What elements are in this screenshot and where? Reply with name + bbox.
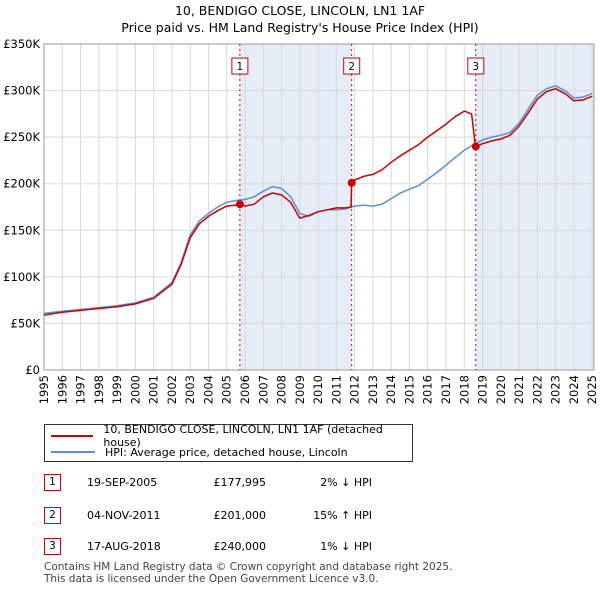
- x-tick-label: 2005: [220, 375, 234, 404]
- x-tick-label: 1995: [37, 375, 51, 404]
- transaction-hpi: 15% ↑ HPI: [313, 509, 372, 522]
- x-tick-label: 2023: [549, 375, 563, 404]
- y-tick-label: £200K: [3, 177, 40, 191]
- x-tick-label: 2012: [348, 375, 362, 404]
- x-tick-label: 2010: [311, 375, 325, 404]
- transaction-label: 3: [472, 61, 479, 73]
- transaction-label-box: [343, 57, 361, 75]
- x-tick-label: 2017: [439, 375, 453, 404]
- transaction-label-box: [467, 57, 485, 75]
- transaction-point: [235, 200, 244, 209]
- x-tick-label: 2008: [275, 375, 289, 404]
- legend-item-property: 10, BENDIGO CLOSE, LINCOLN, LN1 1AF (det…: [51, 423, 412, 449]
- y-tick-label: £300K: [3, 84, 40, 98]
- transaction-row: 3 17-AUG-2018 £240,000 1% ↓ HPI: [44, 538, 584, 556]
- hpi-series-line: [43, 85, 593, 314]
- transaction-number-badge: 3: [44, 538, 61, 555]
- x-tick-label: 2022: [530, 375, 544, 404]
- transaction-label: 2: [348, 61, 355, 73]
- transaction-point: [471, 142, 480, 151]
- x-tick-label: 2002: [165, 375, 179, 404]
- transaction-point: [347, 178, 356, 187]
- x-tick-label: 2020: [494, 375, 508, 404]
- y-tick-label: £350K: [3, 37, 40, 51]
- y-tick-label: £0: [25, 363, 40, 377]
- transaction-number-badge: 1: [44, 474, 61, 491]
- transaction-price: £240,000: [213, 540, 267, 553]
- x-tick-label: 2016: [421, 375, 435, 404]
- x-tick-label: 2021: [512, 375, 526, 404]
- x-tick-label: 1997: [74, 375, 88, 404]
- transaction-hpi: 1% ↓ HPI: [320, 540, 372, 553]
- y-tick-label: £150K: [3, 223, 40, 237]
- footer-copyright: Contains HM Land Registry data © Crown c…: [44, 561, 453, 573]
- transaction-price: £201,000: [213, 509, 267, 522]
- x-tick-label: 2003: [183, 375, 197, 404]
- x-tick-label: 2007: [256, 375, 270, 404]
- transaction-hpi: 2% ↓ HPI: [320, 476, 372, 489]
- x-tick-label: 2009: [293, 375, 307, 404]
- legend-label-hpi: HPI: Average price, detached house, Linc…: [105, 445, 348, 459]
- transaction-row: 2 04-NOV-2011 £201,000 15% ↑ HPI: [44, 507, 584, 525]
- legend-item-hpi: HPI: Average price, detached house, Linc…: [51, 444, 348, 460]
- transaction-row: 1 19-SEP-2005 £177,995 2% ↓ HPI: [44, 474, 584, 492]
- x-tick-label: 2001: [147, 375, 161, 404]
- y-tick-label: £250K: [3, 130, 40, 144]
- transaction-date: 19-SEP-2005: [87, 476, 158, 489]
- legend-swatch-property: [51, 435, 94, 437]
- chart-subtitle: Price paid vs. HM Land Registry's House …: [121, 20, 479, 35]
- legend-swatch-hpi: [51, 451, 95, 453]
- x-tick-label: 1999: [110, 375, 124, 404]
- x-tick-label: 2015: [402, 375, 416, 404]
- x-tick-label: 1998: [92, 375, 106, 404]
- plot-area-border: [43, 43, 595, 371]
- y-tick-label: £50K: [11, 316, 41, 330]
- x-tick-label: 2018: [457, 375, 471, 404]
- chart-title: 10, BENDIGO CLOSE, LINCOLN, LN1 1AF: [174, 3, 426, 18]
- transaction-label: 1: [237, 61, 244, 73]
- transaction-date: 17-AUG-2018: [87, 540, 161, 553]
- transaction-date: 04-NOV-2011: [87, 509, 161, 522]
- x-tick-label: 2024: [567, 375, 581, 404]
- x-tick-label: 2004: [201, 375, 215, 404]
- x-tick-label: 2019: [476, 375, 490, 404]
- y-tick-label: £100K: [3, 270, 40, 284]
- x-tick-label: 2011: [329, 375, 343, 404]
- transaction-label-box: [231, 57, 249, 75]
- transaction-number-badge: 2: [44, 507, 61, 524]
- footer-license: This data is licensed under the Open Gov…: [44, 573, 379, 585]
- x-tick-label: 2013: [366, 375, 380, 404]
- shaded-range: [475, 44, 594, 370]
- legend-label-property: 10, BENDIGO CLOSE, LINCOLN, LN1 1AF (det…: [103, 423, 383, 449]
- price-chart: £0 £50K £100K £150K £200K £250K £300K £350K 1995…: [3, 37, 599, 404]
- transaction-price: £177,995: [213, 476, 267, 489]
- x-tick-label: 1996: [55, 375, 69, 404]
- x-tick-label: 2014: [384, 375, 398, 404]
- x-tick-label: 2006: [238, 375, 252, 404]
- legend: 10, BENDIGO CLOSE, LINCOLN, LN1 1AF (det…: [44, 423, 413, 462]
- x-tick-label: 2025: [585, 375, 599, 404]
- x-tick-label: 2000: [128, 375, 142, 404]
